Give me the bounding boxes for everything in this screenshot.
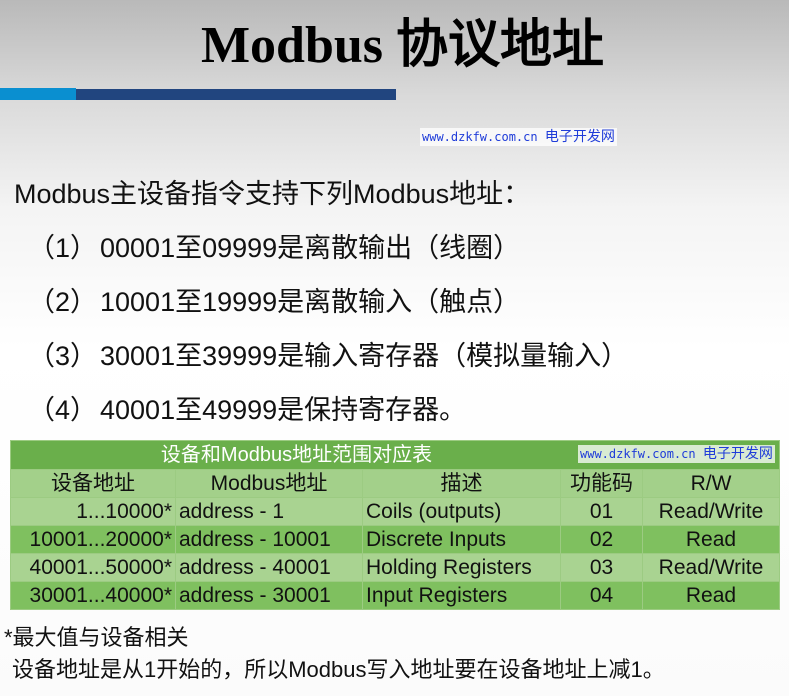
item-text: 40001至49999是保持寄存器。 (100, 395, 467, 425)
cell-modbus-address: address - 30001 (175, 581, 363, 610)
item-text: 30001至39999是输入寄存器（模拟量输入） (100, 341, 629, 371)
cell-function-code: 01 (560, 497, 643, 526)
column-header: 功能码 (560, 469, 643, 498)
item-number: （4） (28, 395, 98, 425)
cell-device-address: 30001...40000* (10, 581, 176, 610)
item-number: （2） (28, 287, 98, 317)
cell-device-address: 10001...20000* (10, 525, 176, 554)
column-header: 描述 (362, 469, 561, 498)
table-row: 1...10000* address - 1 Coils (outputs) 0… (10, 497, 780, 526)
watermark-url: www.dzkfw.com.cn (580, 447, 696, 461)
cell-modbus-address: address - 40001 (175, 553, 363, 582)
cell-description: Input Registers (362, 581, 561, 610)
cell-description: Discrete Inputs (362, 525, 561, 554)
cell-modbus-address: address - 1 (175, 497, 363, 526)
item-number: （3） (28, 341, 98, 371)
watermark-name: 电子开发网 (544, 129, 615, 145)
cell-rw: Read/Write (642, 553, 780, 582)
column-header: R/W (642, 469, 780, 498)
cell-function-code: 02 (560, 525, 643, 554)
table-row: 30001...40000* address - 30001 Input Reg… (10, 581, 780, 610)
list-item: （3） 30001至39999是输入寄存器（模拟量输入） (28, 336, 628, 376)
watermark: www.dzkfw.com.cn 电子开发网 (420, 128, 617, 146)
column-header: 设备地址 (10, 469, 176, 498)
watermark-name: 电子开发网 (702, 446, 773, 462)
item-number: （1） (28, 233, 98, 263)
note-text: 设备地址是从1开始的，所以Modbus写入地址要在设备地址上减1。 (12, 657, 665, 682)
watermark-url: www.dzkfw.com.cn (422, 130, 538, 144)
footnote: *最大值与设备相关 (4, 625, 189, 650)
cell-function-code: 04 (560, 581, 643, 610)
cell-rw: Read (642, 581, 780, 610)
address-table: 设备和Modbus地址范围对应表 设备地址 Modbus地址 描述 功能码 R/… (10, 440, 780, 610)
column-header: Modbus地址 (175, 469, 363, 498)
cell-device-address: 1...10000* (10, 497, 176, 526)
item-text: 00001至09999是离散输出（线圈） (100, 233, 521, 263)
slide-title: Modbus 协议地址 (200, 17, 605, 74)
cell-device-address: 40001...50000* (10, 553, 176, 582)
cell-description: Holding Registers (362, 553, 561, 582)
cell-rw: Read/Write (642, 497, 780, 526)
cell-description: Coils (outputs) (362, 497, 561, 526)
table-row: 40001...50000* address - 40001 Holding R… (10, 553, 780, 582)
cell-function-code: 03 (560, 553, 643, 582)
intro-text: Modbus主设备指令支持下列Modbus地址： (14, 179, 531, 209)
watermark: www.dzkfw.com.cn 电子开发网 (578, 445, 775, 463)
list-item: （1） 00001至09999是离散输出（线圈） (28, 228, 520, 268)
title-underline (76, 89, 396, 100)
table-row: 10001...20000* address - 10001 Discrete … (10, 525, 780, 554)
list-item: （4） 40001至49999是保持寄存器。 (28, 390, 466, 430)
cell-modbus-address: address - 10001 (175, 525, 363, 554)
cell-rw: Read (642, 525, 780, 554)
title-underline-accent (0, 88, 76, 100)
list-item: （2） 10001至19999是离散输入（触点） (28, 282, 520, 322)
item-text: 10001至19999是离散输入（触点） (100, 287, 521, 317)
